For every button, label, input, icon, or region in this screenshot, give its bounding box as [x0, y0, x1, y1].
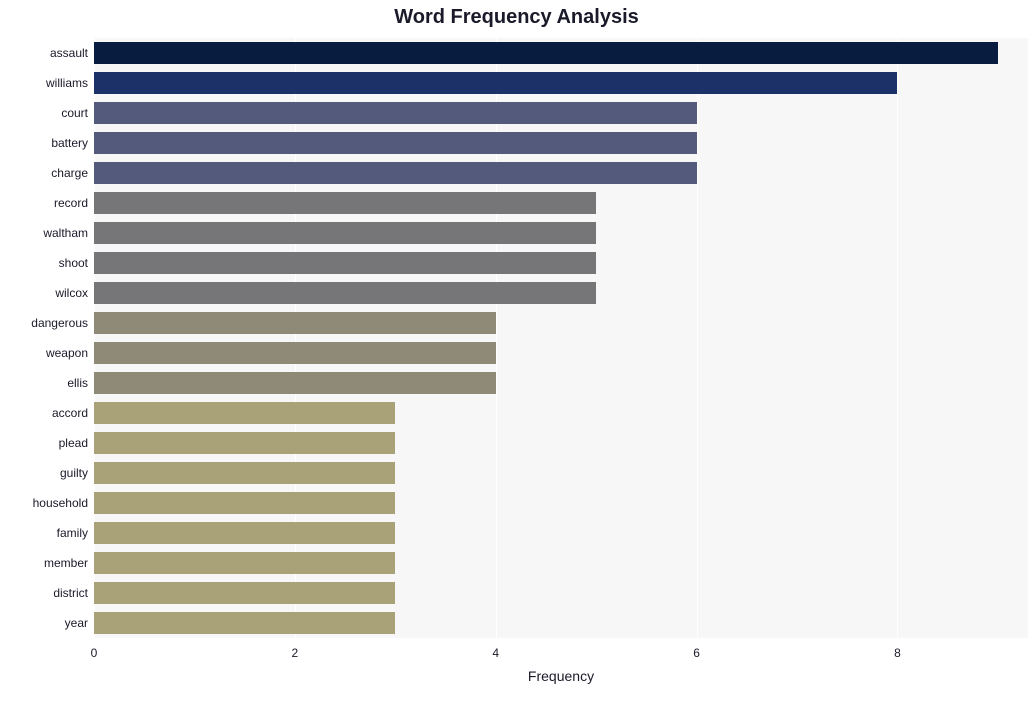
bar [94, 42, 998, 64]
bar-row [94, 192, 596, 214]
gridline [295, 38, 296, 638]
bar-row [94, 552, 395, 574]
y-tick-label: court [61, 106, 94, 120]
y-tick-label: weapon [46, 346, 94, 360]
bar-row [94, 462, 395, 484]
bar-row [94, 312, 496, 334]
bar [94, 102, 697, 124]
bar-row [94, 612, 395, 634]
bar-row [94, 162, 697, 184]
y-tick-label: ellis [67, 376, 94, 390]
bar-row [94, 102, 697, 124]
x-tick-label: 4 [492, 646, 499, 660]
y-tick-label: dangerous [31, 316, 94, 330]
y-tick-label: member [44, 556, 94, 570]
bar [94, 72, 897, 94]
bar [94, 522, 395, 544]
bar-row [94, 342, 496, 364]
bar-row [94, 42, 998, 64]
gridline [697, 38, 698, 638]
plot-area: 02468assaultwilliamscourtbatterychargere… [94, 38, 1028, 638]
chart-container: Word Frequency Analysis 02468assaultwill… [0, 0, 1033, 701]
x-axis-label: Frequency [94, 668, 1028, 684]
y-tick-label: williams [46, 76, 94, 90]
x-tick-label: 0 [91, 646, 98, 660]
y-tick-label: shoot [59, 256, 94, 270]
gridline [94, 38, 95, 638]
bar-row [94, 372, 496, 394]
x-tick-label: 6 [693, 646, 700, 660]
bar-row [94, 522, 395, 544]
bar [94, 192, 596, 214]
y-tick-label: family [57, 526, 94, 540]
bar [94, 432, 395, 454]
x-tick-label: 2 [292, 646, 299, 660]
bar-row [94, 492, 395, 514]
bar [94, 252, 596, 274]
y-tick-label: waltham [43, 226, 94, 240]
bar [94, 582, 395, 604]
bar [94, 402, 395, 424]
bar [94, 612, 395, 634]
bar [94, 552, 395, 574]
bar [94, 282, 596, 304]
y-tick-label: record [54, 196, 94, 210]
y-tick-label: guilty [60, 466, 94, 480]
y-tick-label: assault [50, 46, 94, 60]
bar [94, 162, 697, 184]
y-tick-label: year [65, 616, 94, 630]
bar [94, 312, 496, 334]
bar [94, 492, 395, 514]
y-tick-label: accord [52, 406, 94, 420]
bar-row [94, 132, 697, 154]
bar-row [94, 402, 395, 424]
chart-title: Word Frequency Analysis [0, 6, 1033, 29]
bar [94, 342, 496, 364]
y-tick-label: household [33, 496, 94, 510]
bar [94, 222, 596, 244]
bar [94, 132, 697, 154]
y-tick-label: wilcox [55, 286, 94, 300]
y-tick-label: plead [59, 436, 94, 450]
bar-row [94, 432, 395, 454]
bar-row [94, 282, 596, 304]
gridline [897, 38, 898, 638]
bar-row [94, 252, 596, 274]
bar [94, 462, 395, 484]
bar-row [94, 582, 395, 604]
x-tick-label: 8 [894, 646, 901, 660]
gridline [496, 38, 497, 638]
y-tick-label: battery [51, 136, 94, 150]
bar [94, 372, 496, 394]
y-tick-label: charge [51, 166, 94, 180]
bar-row [94, 222, 596, 244]
bar-row [94, 72, 897, 94]
y-tick-label: district [53, 586, 94, 600]
